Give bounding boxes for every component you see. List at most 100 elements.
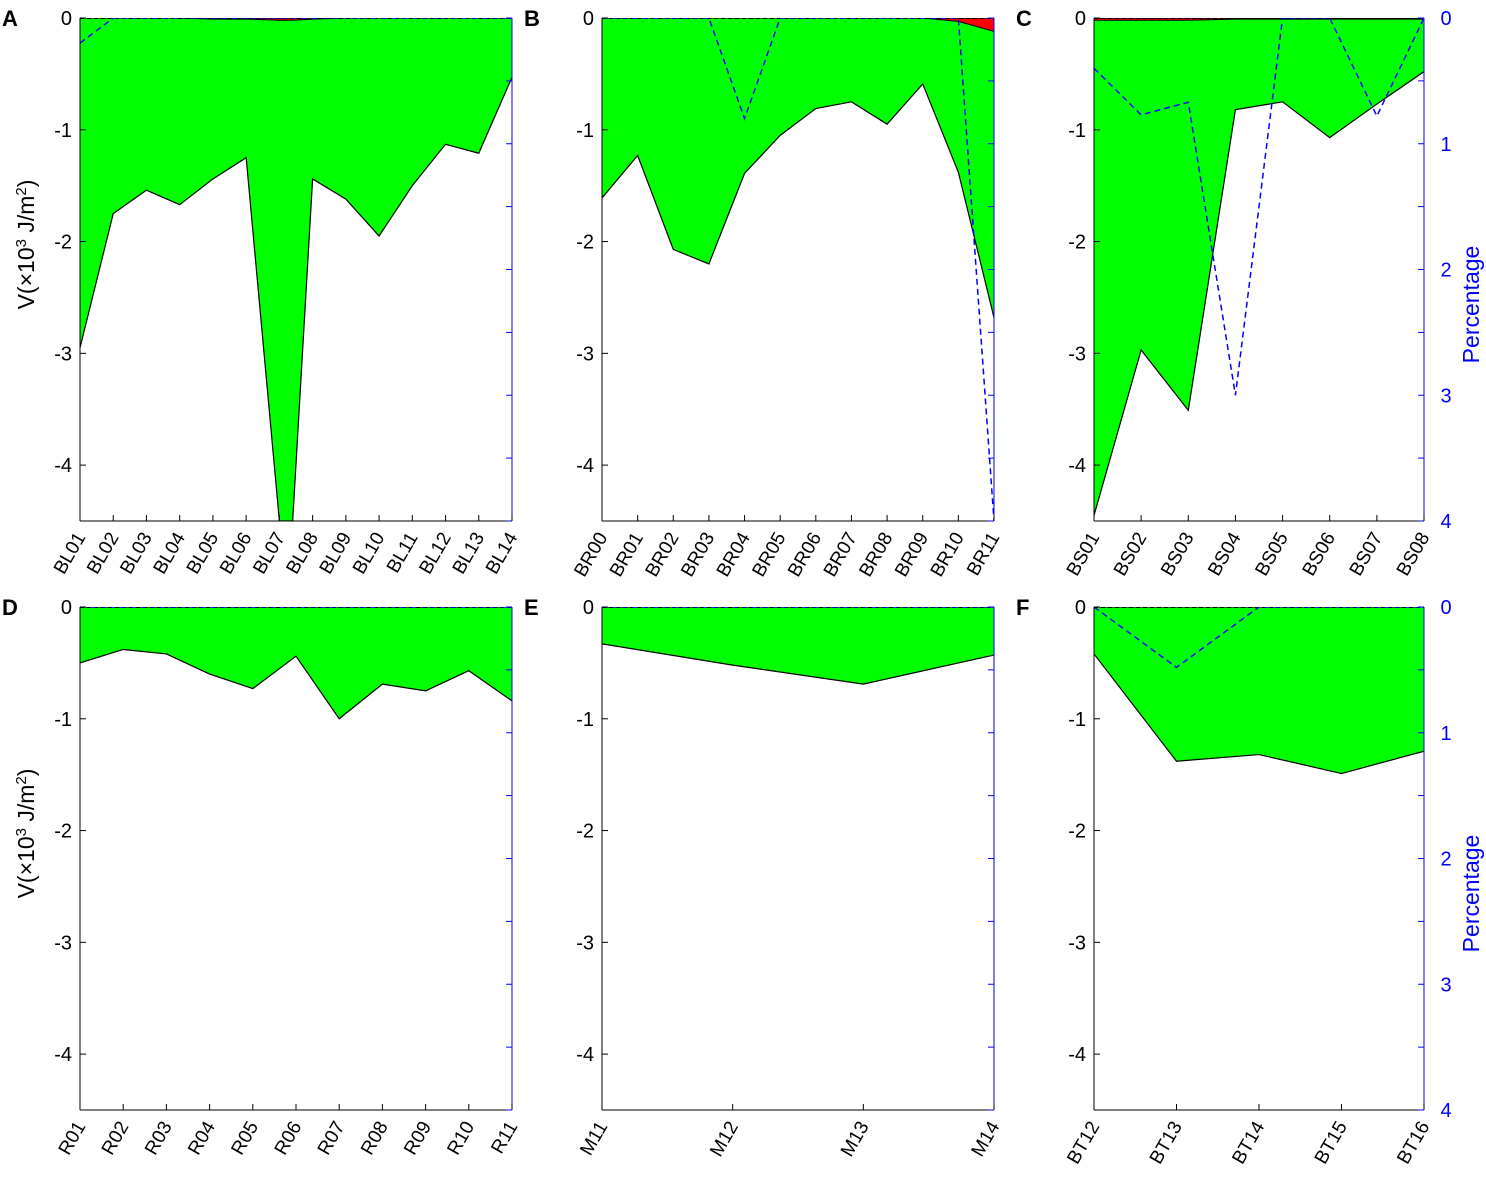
- x-tick-label: BT14: [1228, 1118, 1269, 1168]
- percentage-line: [1094, 18, 1424, 396]
- x-tick-label: BL09: [316, 529, 356, 578]
- y-tick-label: 0: [583, 8, 594, 30]
- y-tick-label: 0: [1075, 8, 1086, 30]
- x-tick-label: BS04: [1204, 529, 1246, 580]
- y-tick-label: -2: [54, 821, 72, 843]
- x-tick-label: R08: [357, 1118, 393, 1159]
- x-tick-label: BS07: [1346, 529, 1387, 580]
- x-tick-label: BL05: [183, 529, 223, 578]
- y-tick-label: -4: [54, 455, 72, 477]
- main-area: [80, 18, 512, 521]
- y-label-exp: 2: [13, 187, 30, 195]
- y-tick-label: -2: [576, 232, 594, 254]
- y-label-part: ): [13, 180, 39, 188]
- x-tick-label: BS05: [1251, 529, 1292, 580]
- main-area: [1094, 607, 1424, 774]
- y-tick-label: -3: [576, 343, 594, 365]
- right-tick-label: 3: [1440, 974, 1451, 996]
- y-tick-label: 0: [61, 597, 72, 619]
- x-tick-label: BS03: [1157, 529, 1198, 580]
- panel-letter: C: [1016, 6, 1032, 31]
- x-tick-label: BL04: [150, 529, 191, 578]
- y-axis-label: V(×103 J/m2): [13, 769, 40, 899]
- main-outline: [80, 77, 512, 521]
- x-tick-label: R07: [314, 1118, 350, 1159]
- x-tick-label: BR00: [570, 529, 612, 581]
- y-tick-label: -4: [54, 1044, 72, 1066]
- y-tick-label: -4: [1068, 455, 1086, 477]
- x-tick-label: R11: [487, 1118, 522, 1157]
- main-area: [80, 607, 512, 719]
- right-tick-label: 3: [1440, 385, 1451, 407]
- x-tick-label: R04: [184, 1118, 220, 1159]
- main-area: [1094, 18, 1424, 516]
- x-tick-label: BR01: [606, 529, 648, 581]
- y-tick-label: -3: [1068, 343, 1086, 365]
- y-tick-label: 0: [61, 8, 72, 30]
- plot-area: [602, 18, 994, 521]
- x-tick-label: R06: [271, 1118, 307, 1159]
- y-tick-label: -2: [576, 821, 594, 843]
- y-label-exp: 3: [13, 828, 30, 836]
- y-tick-label: -3: [54, 343, 72, 365]
- x-tick-label: BL03: [116, 529, 156, 578]
- plot-area: [80, 607, 512, 720]
- y-tick-label: -4: [576, 1044, 594, 1066]
- x-tick-label: R02: [98, 1118, 134, 1159]
- x-tick-label: BR07: [820, 529, 862, 581]
- right-tick-label: 1: [1440, 723, 1451, 745]
- y-label-exp: 2: [13, 776, 30, 784]
- y-tick-label: -2: [1068, 232, 1086, 254]
- panel-e: 0 -1 -2 -3 -4 M11 M12 M13 M14 E: [524, 595, 1005, 1161]
- x-tick-label: BL01: [50, 529, 90, 578]
- main-area: [602, 607, 994, 685]
- x-tick-label: R05: [228, 1118, 264, 1159]
- plot-area: [602, 607, 994, 685]
- x-tick-label: BL02: [83, 529, 123, 578]
- x-tick-label: BT15: [1311, 1118, 1352, 1168]
- main-outline: [602, 82, 994, 318]
- y-tick-label: -1: [576, 120, 594, 142]
- y-tick-label: -4: [576, 455, 594, 477]
- y-tick-label: -1: [54, 120, 72, 142]
- x-tick-label: BR06: [784, 529, 826, 581]
- y-tick-label: -3: [1068, 932, 1086, 954]
- panel-b: 0-1-2-3-4BR00BR01BR02BR03BR04BR05BR06BR0…: [524, 6, 1004, 581]
- x-tick-label: BR10: [927, 529, 969, 581]
- plot-area: [1094, 18, 1424, 516]
- y-label-part: V(×10: [13, 836, 39, 898]
- y-label-exp: 3: [13, 239, 30, 247]
- small-area: [602, 18, 994, 32]
- y-tick-label: 0: [1075, 597, 1086, 619]
- main-outline: [1094, 653, 1424, 775]
- main-outline: [602, 643, 994, 685]
- x-tick-label: BR11: [963, 529, 1004, 579]
- x-tick-label: BR02: [642, 529, 684, 581]
- x-tick-label: M13: [837, 1118, 874, 1161]
- x-tick-label: M12: [706, 1118, 743, 1161]
- right-axis-label: Percentage: [1458, 246, 1484, 364]
- right-tick-label: 0: [1440, 8, 1451, 30]
- right-tick-label: 2: [1440, 849, 1451, 871]
- right-tick-label: 4: [1440, 1100, 1451, 1122]
- x-tick-label: BL13: [449, 529, 489, 578]
- x-tick-label: BR03: [677, 529, 719, 581]
- y-tick-label: 0: [583, 597, 594, 619]
- right-tick-label: 1: [1440, 134, 1451, 156]
- x-tick-label: M14: [968, 1118, 1005, 1161]
- main-outline: [1094, 71, 1424, 516]
- x-tick-label: BT13: [1146, 1118, 1187, 1168]
- x-tick-label: R09: [400, 1118, 436, 1159]
- y-tick-label: -2: [54, 232, 72, 254]
- x-tick-label: M11: [576, 1118, 612, 1159]
- right-tick-label: 0: [1440, 597, 1451, 619]
- x-tick-label: R01: [55, 1118, 91, 1159]
- y-label-part: J/m: [13, 785, 39, 828]
- main-area: [602, 18, 994, 318]
- x-tick-label: BL07: [249, 529, 289, 578]
- x-tick-label: BL14: [482, 529, 523, 578]
- x-tick-label: R03: [141, 1118, 177, 1159]
- panel-letter: F: [1016, 595, 1029, 620]
